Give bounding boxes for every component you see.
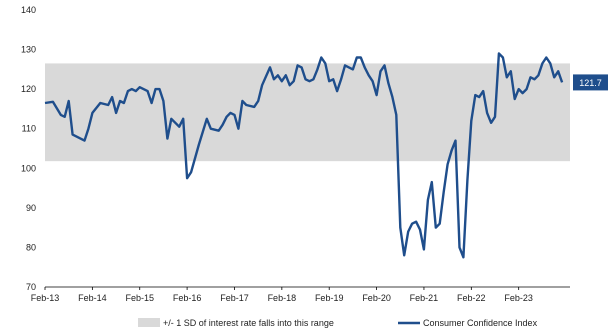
x-tick-label: Feb-20	[362, 293, 391, 303]
x-tick-label: Feb-23	[504, 293, 533, 303]
x-tick-label: Feb-21	[410, 293, 439, 303]
y-tick-label: 90	[26, 203, 36, 213]
x-tick-label: Feb-13	[31, 293, 60, 303]
sd-band	[45, 63, 570, 162]
x-tick-label: Feb-14	[78, 293, 107, 303]
legend-line-label: Consumer Confidence Index	[423, 318, 538, 328]
plot-area: 70 80 90 100 110 120 130 140 Feb-13 Feb-14 Feb-15…	[21, 5, 608, 303]
x-tick-label: Feb-18	[268, 293, 297, 303]
end-value-box	[573, 74, 608, 91]
end-value-label: 121.7	[573, 74, 608, 91]
x-tick-label: Feb-22	[457, 293, 486, 303]
confidence-index-line	[44, 52, 564, 259]
y-tick-label: 110	[22, 124, 36, 134]
y-tick-label: 70	[26, 282, 36, 292]
legend-band-label: +/- 1 SD of interest rate falls into thi…	[163, 318, 334, 328]
x-tick-label: Feb-19	[315, 293, 344, 303]
legend-band-swatch	[138, 318, 160, 327]
end-value-text: 121.7	[579, 78, 602, 88]
x-tick-label: Feb-15	[125, 293, 154, 303]
y-tick-label: 130	[21, 45, 36, 55]
y-tick-label: 100	[21, 163, 36, 173]
x-tick-label: Feb-16	[173, 293, 202, 303]
y-tick-label: 140	[21, 5, 36, 15]
x-tick-label: Feb-17	[220, 293, 249, 303]
legend: +/- 1 SD of interest rate falls into thi…	[138, 318, 538, 328]
y-tick-label: 120	[21, 84, 36, 94]
x-tick-labels: Feb-13 Feb-14 Feb-15 Feb-16 Feb-17 Feb-18 Feb-…	[31, 287, 533, 303]
y-tick-label: 80	[26, 242, 36, 252]
y-tick-labels: 70 80 90 100 110 120 130 140	[21, 5, 36, 292]
